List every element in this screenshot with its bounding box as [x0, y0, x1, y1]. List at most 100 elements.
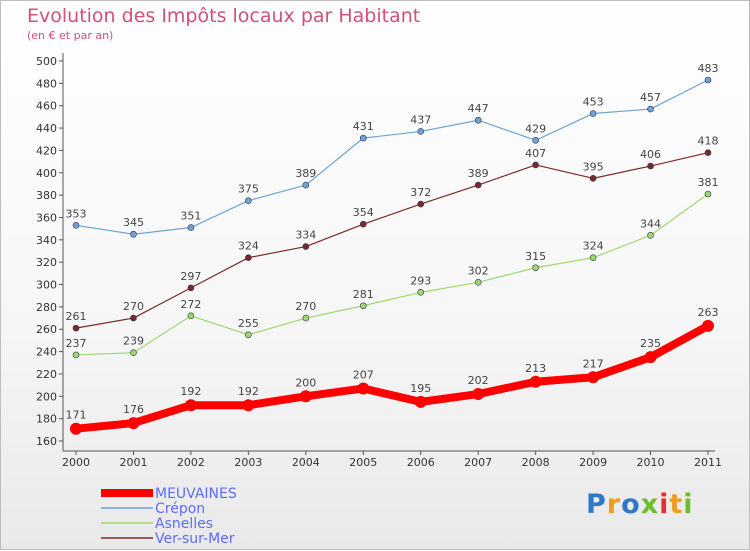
data-label: 351	[180, 210, 201, 223]
data-point	[417, 289, 425, 296]
data-point	[704, 76, 712, 84]
chart-title: Evolution des Impôts locaux par Habitant	[27, 5, 421, 27]
data-point	[529, 375, 542, 388]
data-label: 239	[123, 335, 144, 348]
data-label: 437	[410, 113, 431, 126]
y-tick-label: 360	[36, 211, 57, 224]
proxiti-logo: Proxiti	[586, 489, 694, 520]
data-point	[414, 395, 427, 408]
data-label: 272	[180, 298, 201, 311]
data-point	[187, 224, 195, 231]
x-tick-label: 2004	[292, 456, 320, 469]
data-point	[587, 371, 600, 384]
legend-label: Asnelles	[155, 516, 213, 532]
data-point	[302, 181, 310, 189]
y-tick-label: 320	[36, 256, 57, 269]
x-tick-label: 2005	[349, 456, 377, 469]
data-label: 270	[295, 300, 316, 313]
data-point	[474, 181, 482, 189]
data-label: 324	[583, 240, 604, 253]
data-point	[647, 232, 654, 239]
data-label: 354	[353, 206, 374, 219]
y-tick-label: 340	[36, 234, 57, 247]
data-point	[589, 175, 597, 182]
data-point	[187, 312, 195, 320]
data-point	[357, 382, 370, 395]
data-label: 281	[353, 288, 374, 301]
y-tick-label: 380	[36, 189, 57, 202]
data-point	[130, 314, 137, 322]
data-label: 263	[698, 306, 719, 319]
data-point	[299, 390, 312, 403]
data-point	[647, 105, 654, 113]
logo-letter: i	[683, 489, 694, 520]
data-label: 372	[410, 186, 431, 199]
data-label: 353	[66, 207, 87, 220]
data-label: 395	[583, 160, 604, 173]
x-tick-label: 2011	[694, 456, 722, 469]
data-label: 176	[123, 403, 144, 416]
data-point	[647, 162, 654, 170]
data-point	[589, 254, 597, 262]
y-tick-label: 420	[36, 144, 57, 157]
legend-label: Crépon	[155, 501, 205, 517]
data-label: 302	[468, 264, 489, 277]
series-line	[75, 79, 709, 235]
data-label: 192	[238, 385, 259, 398]
logo-letter: t	[669, 489, 684, 520]
data-label: 293	[410, 274, 431, 287]
data-label: 237	[66, 337, 87, 350]
y-tick-label: 260	[36, 323, 57, 336]
data-point	[130, 349, 137, 357]
x-tick-label: 2003	[234, 456, 262, 469]
data-label: 457	[640, 91, 661, 104]
data-point	[704, 190, 712, 198]
logo-letter: r	[606, 489, 622, 520]
data-point	[70, 422, 82, 435]
data-point	[359, 134, 367, 142]
data-label: 345	[123, 216, 144, 229]
data-point	[644, 351, 657, 364]
data-label: 406	[640, 148, 661, 161]
data-label: 375	[238, 183, 259, 196]
logo-letter: i	[659, 489, 670, 520]
y-tick-label: 300	[36, 279, 57, 292]
x-tick-label: 2001	[119, 456, 147, 469]
data-point	[242, 399, 255, 412]
data-label: 270	[123, 300, 144, 313]
data-point	[302, 243, 310, 250]
legend-label: MEUVAINES	[155, 486, 237, 502]
data-label: 381	[698, 176, 719, 189]
y-tick-label: 180	[36, 413, 57, 426]
data-point	[532, 264, 539, 272]
data-label: 213	[525, 362, 546, 375]
y-tick-label: 400	[36, 167, 57, 180]
y-tick-label: 200	[36, 390, 57, 403]
data-point	[72, 324, 80, 332]
data-point	[72, 221, 80, 229]
legend-label: Ver-sur-Mer	[155, 531, 235, 547]
data-point	[532, 161, 539, 169]
data-point	[184, 399, 197, 412]
series-line	[72, 321, 712, 433]
data-point	[245, 331, 252, 339]
data-label: 200	[295, 376, 316, 389]
logo-letter: o	[621, 489, 641, 520]
y-tick-label: 160	[36, 435, 57, 448]
data-label: 192	[180, 385, 201, 398]
data-label: 315	[525, 250, 546, 263]
data-label: 407	[525, 147, 546, 160]
x-tick-label: 2000	[62, 456, 90, 469]
data-point	[72, 351, 80, 359]
y-tick-label: 500	[36, 55, 57, 68]
data-point	[474, 278, 482, 286]
data-label: 483	[698, 62, 719, 75]
data-label: 261	[66, 310, 87, 323]
data-point	[359, 302, 367, 310]
data-label: 429	[525, 122, 546, 135]
data-label: 297	[180, 270, 201, 283]
data-label: 324	[238, 240, 259, 253]
data-point	[702, 319, 714, 332]
